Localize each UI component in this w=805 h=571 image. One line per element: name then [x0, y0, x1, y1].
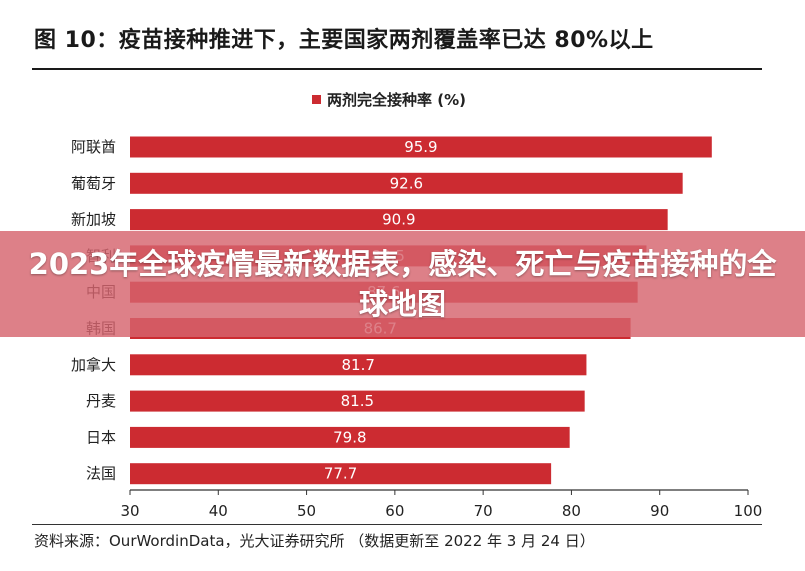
x-tick-label: 60 — [385, 502, 404, 520]
category-label: 葡萄牙 — [71, 174, 116, 192]
source-note: 资料来源：OurWordinData，光大证券研究所 （数据更新至 2022 年… — [34, 532, 595, 550]
bar — [130, 136, 712, 158]
source-divider — [32, 524, 762, 525]
x-tick-label: 50 — [297, 502, 316, 520]
legend-label: 两剂完全接种率 (%) — [327, 91, 466, 109]
x-tick-label: 70 — [474, 502, 493, 520]
category-label: 加拿大 — [71, 356, 116, 374]
title-divider — [32, 68, 762, 70]
bar — [130, 390, 585, 412]
bar-value-label: 81.5 — [341, 392, 374, 410]
category-label: 阿联酋 — [71, 138, 116, 156]
bar-value-label: 77.7 — [324, 465, 357, 483]
x-tick-label: 100 — [734, 502, 763, 520]
banner-text: 2023年全球疫情最新数据表，感染、死亡与疫苗接种的全球地图 — [28, 247, 777, 321]
bar-value-label: 79.8 — [333, 428, 366, 446]
bar-value-label: 81.7 — [342, 356, 375, 374]
category-label: 新加坡 — [71, 211, 116, 229]
bar — [130, 463, 552, 485]
x-tick-label: 90 — [650, 502, 669, 520]
legend: 两剂完全接种率 (%) — [312, 91, 466, 109]
bar-value-label: 90.9 — [382, 211, 415, 229]
category-label: 法国 — [86, 465, 116, 483]
category-label: 丹麦 — [86, 392, 116, 410]
figure-title: 图 10：疫苗接种推进下，主要国家两剂覆盖率已达 80%以上 — [34, 28, 654, 53]
x-axis-ticks: 30 40 50 60 70 80 90 100 — [120, 490, 762, 520]
x-tick-label: 40 — [209, 502, 228, 520]
bar — [130, 209, 668, 231]
legend-swatch — [312, 95, 321, 104]
bar — [130, 172, 683, 194]
bar-value-label: 92.6 — [390, 174, 423, 192]
bar-value-label: 95.9 — [404, 138, 437, 156]
overlay-banner: 2023年全球疫情最新数据表，感染、死亡与疫苗接种的全球地图 — [0, 231, 805, 337]
x-tick-label: 80 — [562, 502, 581, 520]
bar — [130, 426, 570, 448]
x-tick-label: 30 — [120, 502, 139, 520]
bar — [130, 354, 587, 376]
category-label: 日本 — [86, 428, 116, 446]
